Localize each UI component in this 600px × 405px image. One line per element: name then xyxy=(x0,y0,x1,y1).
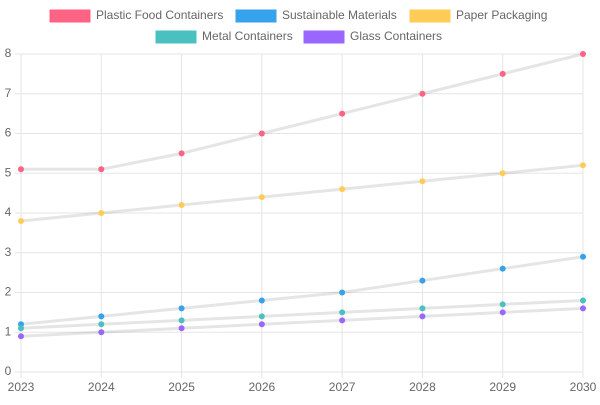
data-point xyxy=(499,309,506,316)
y-tick-label: 7 xyxy=(5,86,12,100)
series-line xyxy=(20,163,584,223)
y-tick-label: 8 xyxy=(5,46,12,60)
data-point xyxy=(499,70,506,77)
data-point xyxy=(178,325,185,332)
series-line xyxy=(21,52,584,171)
data-point xyxy=(339,110,346,117)
legend-label: Metal Containers xyxy=(202,29,293,43)
data-point xyxy=(339,289,346,296)
data-point xyxy=(178,202,185,209)
data-point xyxy=(258,321,265,328)
data-point xyxy=(178,150,185,157)
data-point xyxy=(419,313,426,320)
data-point xyxy=(178,317,185,324)
data-point xyxy=(339,186,346,193)
series-line xyxy=(20,255,584,326)
data-point xyxy=(580,253,586,260)
x-tick-label: 2024 xyxy=(88,380,115,394)
data-point xyxy=(499,170,506,177)
x-tick-label: 2030 xyxy=(570,380,597,394)
legend-swatch xyxy=(409,9,451,23)
data-point xyxy=(580,51,586,57)
data-point xyxy=(98,321,105,328)
data-point xyxy=(580,162,586,169)
data-point xyxy=(339,317,346,324)
y-tick-label: 1 xyxy=(5,324,12,338)
data-point xyxy=(580,297,586,304)
x-tick-label: 2027 xyxy=(329,380,356,394)
data-point xyxy=(18,325,24,332)
data-point xyxy=(419,305,426,312)
legend-swatch xyxy=(155,30,197,44)
data-point xyxy=(18,217,24,224)
y-tick-label: 6 xyxy=(5,126,12,140)
data-point xyxy=(98,210,105,216)
data-point xyxy=(98,313,105,320)
data-point xyxy=(419,277,426,284)
y-tick-label: 2 xyxy=(5,285,12,299)
data-point xyxy=(499,265,506,272)
x-tick-label: 2025 xyxy=(168,380,195,394)
legend-label: Paper Packaging xyxy=(456,8,547,22)
data-point xyxy=(18,166,24,173)
data-point xyxy=(258,297,265,304)
data-point xyxy=(419,90,426,97)
data-point xyxy=(258,313,265,320)
y-tick-label: 4 xyxy=(5,205,12,219)
legend-label: Glass Containers xyxy=(350,29,442,43)
legend-label: Plastic Food Containers xyxy=(96,8,223,22)
y-tick-label: 0 xyxy=(5,364,12,378)
data-point xyxy=(258,130,265,137)
data-point xyxy=(339,309,346,316)
legend-swatch xyxy=(303,30,345,44)
series-line xyxy=(20,306,584,338)
legend-swatch xyxy=(49,9,91,23)
x-tick-label: 2026 xyxy=(249,380,276,394)
x-tick-label: 2029 xyxy=(489,380,516,394)
x-tick-label: 2028 xyxy=(409,380,436,394)
data-point xyxy=(499,301,506,308)
legend-swatch xyxy=(235,9,277,23)
data-point xyxy=(580,305,586,312)
data-point xyxy=(98,166,105,173)
data-point xyxy=(419,178,426,185)
y-tick-label: 3 xyxy=(5,245,12,259)
legend-label: Sustainable Materials xyxy=(282,8,397,22)
x-tick-label: 2023 xyxy=(8,380,35,394)
data-point xyxy=(18,333,24,340)
data-point xyxy=(98,329,105,336)
data-point xyxy=(178,305,185,312)
y-tick-label: 5 xyxy=(5,165,12,179)
series-line xyxy=(20,298,584,330)
data-point xyxy=(258,194,265,201)
